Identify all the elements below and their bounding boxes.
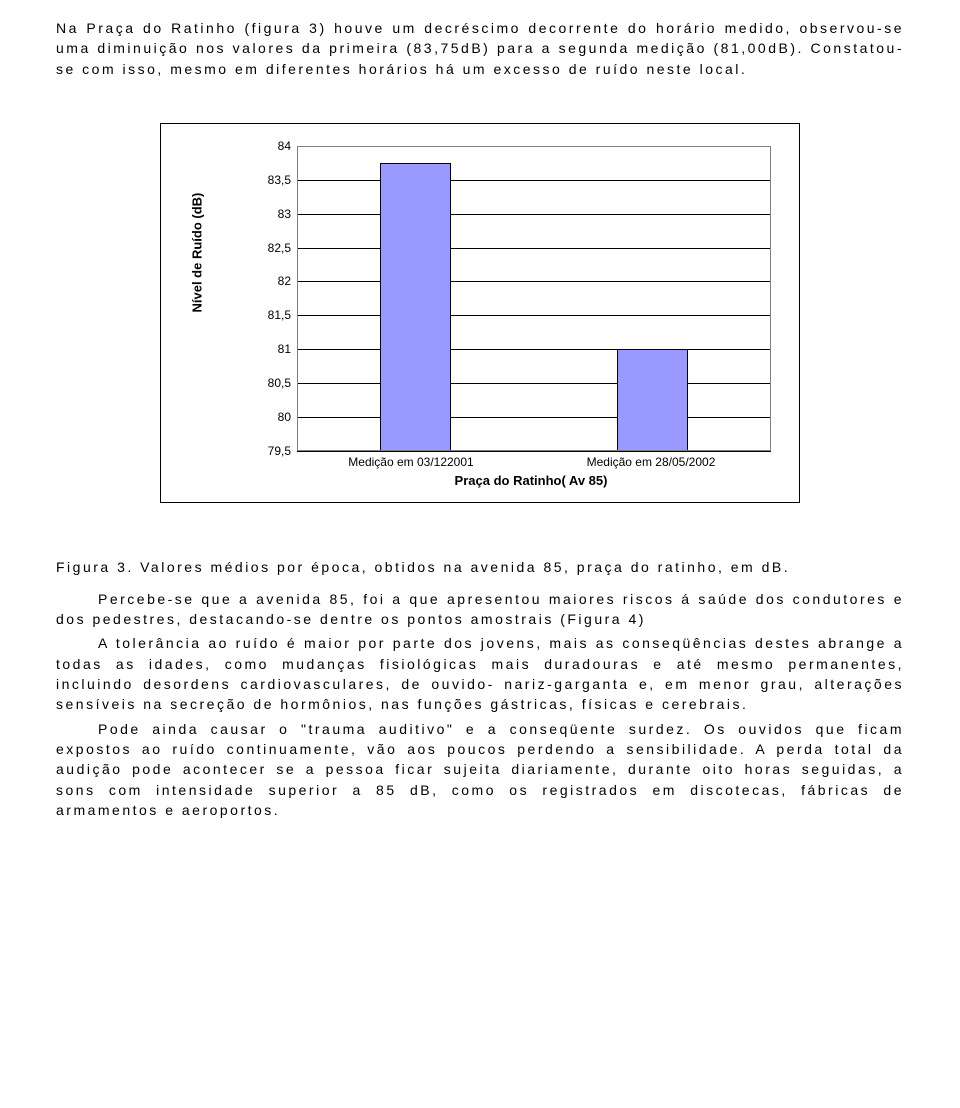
x-categories: Medição em 03/122001Medição em 28/05/200… xyxy=(291,451,771,469)
gridline xyxy=(297,451,771,452)
gridline xyxy=(297,417,771,418)
gridline xyxy=(297,383,771,384)
gridline xyxy=(297,146,771,147)
gridline xyxy=(297,281,771,282)
plot-background xyxy=(297,146,771,451)
paragraph-2: Percebe-se que a avenida 85, foi a que a… xyxy=(56,589,904,630)
gridline xyxy=(297,180,771,181)
gridline xyxy=(297,315,771,316)
bar-chart: Nível de Ruído (dB) 8483,58382,58281,581… xyxy=(160,123,800,503)
paragraph-intro: Na Praça do Ratinho (figura 3) houve um … xyxy=(56,18,904,79)
plot-row: 8483,58382,58281,58180,58079,5 xyxy=(247,146,771,451)
x-category-label: Medição em 28/05/2002 xyxy=(531,451,771,469)
y-tick-labels: 8483,58382,58281,58180,58079,5 xyxy=(247,146,297,451)
gridline xyxy=(297,248,771,249)
bar xyxy=(617,349,688,451)
x-axis-label: Praça do Ratinho( Av 85) xyxy=(291,469,771,488)
x-category-label: Medição em 03/122001 xyxy=(291,451,531,469)
y-axis-region: Nível de Ruído (dB) xyxy=(161,124,247,502)
gridline xyxy=(297,214,771,215)
bar xyxy=(380,163,451,451)
document-page: Na Praça do Ratinho (figura 3) houve um … xyxy=(0,0,960,1108)
paragraph-3: A tolerância ao ruído é maior por parte … xyxy=(56,633,904,714)
plot-column: 8483,58382,58281,58180,58079,5 Medição e… xyxy=(247,124,799,502)
gridline xyxy=(297,349,771,350)
paragraph-4: Pode ainda causar o "trauma auditivo" e … xyxy=(56,719,904,820)
figure-caption: Figura 3. Valores médios por época, obti… xyxy=(56,559,904,575)
plot-area xyxy=(297,146,771,451)
